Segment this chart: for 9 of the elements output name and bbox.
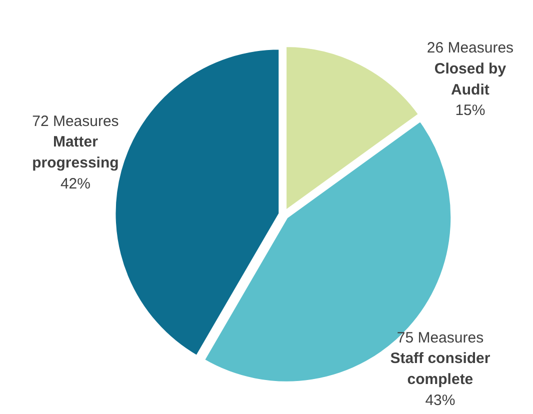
text: 42%	[60, 175, 90, 192]
data-label: 26 Measures	[426, 40, 514, 57]
text: 15%	[455, 102, 486, 120]
data-label: 75 Measures	[396, 329, 484, 346]
data-label: 72 Measures	[32, 112, 119, 130]
slice-label: Matter progressing	[32, 134, 119, 172]
text: 43%	[425, 392, 456, 409]
slice-label: Staff consider complete	[390, 350, 490, 388]
slice-label: Closed by Audit	[434, 60, 507, 98]
